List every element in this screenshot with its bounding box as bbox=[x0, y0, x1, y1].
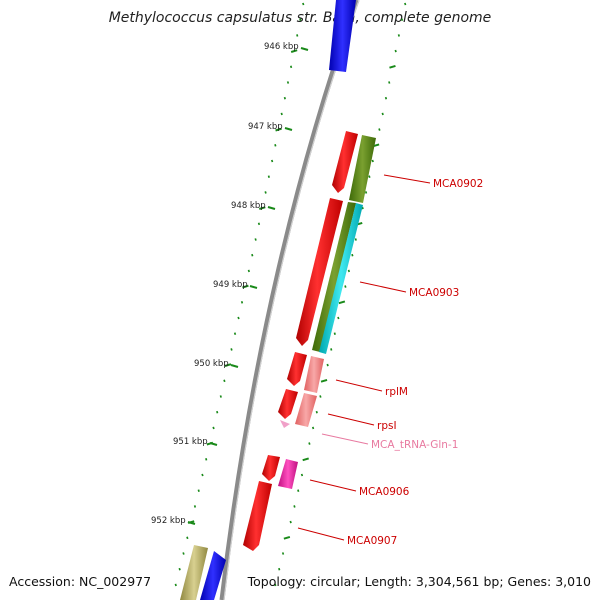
accession-text: Accession: NC_002977 bbox=[9, 574, 152, 589]
kbp-tick-labels: 946 kbp 947 kbp 948 kbp 949 kbp 950 kbp 951 k… bbox=[151, 42, 309, 526]
kbp-tick-mark bbox=[209, 442, 218, 446]
kbp-tick-label: 946 kbp bbox=[264, 42, 299, 52]
feature-MCA0902[interactable] bbox=[349, 135, 376, 203]
outer-strand-features bbox=[200, 0, 376, 600]
topology-text: Topology: circular; Length: 3,304,561 bp… bbox=[247, 574, 591, 589]
feature-red-4[interactable] bbox=[243, 481, 272, 551]
gene-label-mca0902[interactable]: MCA0902 bbox=[433, 178, 483, 190]
kbp-tick-mark bbox=[300, 47, 309, 51]
gene-label-mca0903[interactable]: MCA0903 bbox=[409, 287, 459, 299]
major-tick-mark bbox=[275, 127, 282, 132]
feature-blue-bottom[interactable] bbox=[200, 551, 226, 600]
gene-label-mca0907[interactable]: MCA0907 bbox=[347, 535, 397, 547]
major-tick-mark bbox=[290, 49, 298, 53]
gene-label-leaders bbox=[297, 174, 431, 541]
kbp-tick-mark bbox=[249, 285, 258, 289]
feature-red-2[interactable] bbox=[296, 198, 343, 346]
gene-labels: MCA0902 MCA0903 rplM rpsI MCA_tRNA-Gln-1… bbox=[347, 178, 483, 547]
gene-label-rpsi[interactable]: rpsI bbox=[377, 420, 397, 432]
kbp-tick-mark bbox=[284, 127, 293, 131]
feature-red-1[interactable] bbox=[332, 131, 358, 193]
feature-tRNA-small[interactable] bbox=[280, 420, 290, 428]
kbp-tick-label: 948 kbp bbox=[231, 201, 266, 211]
kbp-tick-mark bbox=[267, 206, 276, 210]
kbp-tick-label: 951 kbp bbox=[173, 437, 208, 447]
kbp-tick-mark bbox=[187, 521, 196, 525]
gene-label-trna-gln[interactable]: MCA_tRNA-Gln-1 bbox=[371, 439, 458, 451]
feature-blue-top[interactable] bbox=[329, 0, 356, 72]
major-tick-mark bbox=[338, 300, 346, 305]
major-tick-mark bbox=[224, 363, 232, 367]
kbp-tick-label: 952 kbp bbox=[151, 516, 186, 526]
gene-label-mca0906[interactable]: MCA0906 bbox=[359, 486, 410, 498]
feature-khaki[interactable] bbox=[180, 545, 208, 600]
feature-red-rplM-cds[interactable] bbox=[287, 352, 307, 386]
kbp-tick-label: 950 kbp bbox=[194, 359, 229, 369]
major-tick-mark bbox=[242, 284, 249, 289]
major-tick-mark bbox=[283, 535, 291, 540]
inner-tick-ring bbox=[174, 2, 305, 587]
feature-red-rpsI-cds[interactable] bbox=[278, 389, 298, 419]
kbp-tick-label: 949 kbp bbox=[213, 280, 248, 290]
kbp-tick-label: 947 kbp bbox=[248, 122, 283, 132]
major-tick-mark bbox=[302, 457, 309, 462]
map-title: Methylococcus capsulatus str. Bath, comp… bbox=[108, 10, 492, 26]
feature-red-3[interactable] bbox=[262, 455, 280, 481]
inner-strand-features bbox=[180, 131, 358, 600]
kbp-tick-mark bbox=[230, 364, 239, 368]
gene-label-rplm[interactable]: rplM bbox=[385, 386, 408, 398]
major-tick-mark bbox=[389, 64, 396, 69]
major-tick-mark bbox=[320, 378, 328, 383]
feature-rplM[interactable] bbox=[304, 356, 324, 393]
feature-MCA0903-cyan[interactable] bbox=[319, 203, 363, 354]
feature-rpsI[interactable] bbox=[295, 393, 317, 427]
major-tick-mark bbox=[259, 206, 266, 210]
feature-MCA0906[interactable] bbox=[278, 459, 298, 489]
feature-MCA0903-olive[interactable] bbox=[312, 202, 356, 352]
